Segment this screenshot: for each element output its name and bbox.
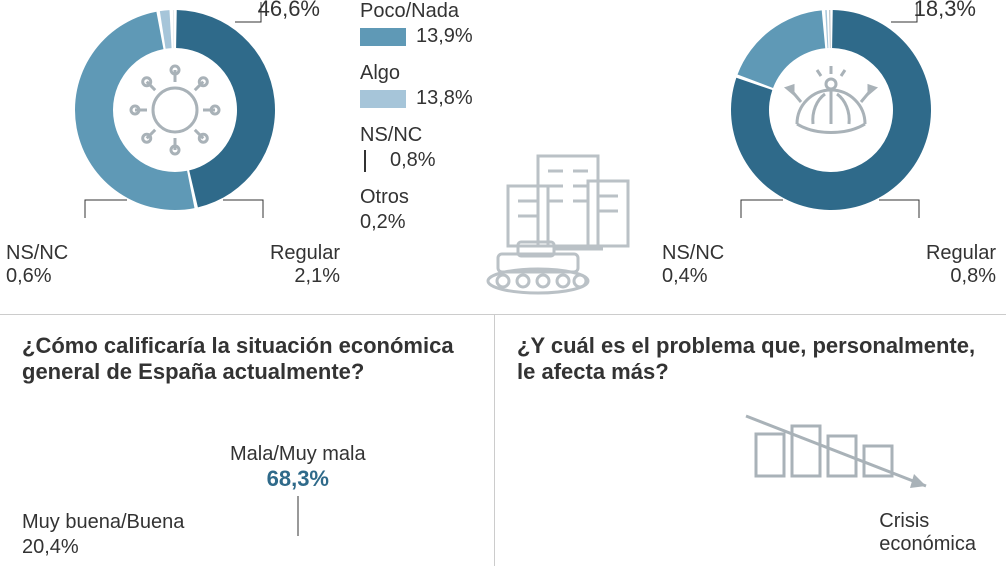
legend-swatch-line: 13,9% xyxy=(360,25,646,48)
donut-left-regular-value: 2,1% xyxy=(294,265,340,287)
legend-value: 13,8% xyxy=(416,87,473,110)
legend-swatch-line: 13,8% xyxy=(360,87,646,110)
question-left-text: ¿Cómo calificaría la situación económica… xyxy=(22,333,472,385)
panel-legend: Poco/Nada13,9%Algo13,8%NS/NC0,8%Otros0,2… xyxy=(350,0,656,314)
crisis-label-line2: económica xyxy=(879,533,976,555)
answer-second-value: 20,4% xyxy=(22,536,79,558)
top-row: 46,6% NS/NC 0,6% Regular 2,1% Poco/Nada1… xyxy=(0,0,1006,315)
answer-second-label: Muy buena/Buena xyxy=(22,511,184,533)
question-right-text: ¿Y cuál es el problema que, personalment… xyxy=(517,333,984,385)
donut-left-regular-label: Regular xyxy=(270,242,340,264)
answer-second-left: Muy buena/Buena 20,4% xyxy=(22,510,184,560)
bottom-row: ¿Cómo calificaría la situación económica… xyxy=(0,315,1006,566)
legend-label: NS/NC xyxy=(360,124,646,147)
legend-value: 0,2% xyxy=(360,211,406,234)
donut-right-nsnc-label: NS/NC xyxy=(662,242,724,264)
legend-value: 13,9% xyxy=(416,25,473,48)
donut-right-nsnc-value: 0,4% xyxy=(662,265,708,287)
panel-donut-left: 46,6% NS/NC 0,6% Regular 2,1% xyxy=(0,0,350,314)
crisis-label-line1: Crisis xyxy=(879,510,929,532)
crisis-label: Crisis económica xyxy=(879,510,976,556)
donut-left-nsnc-value: 0,6% xyxy=(6,265,52,287)
legend-tick xyxy=(364,150,366,172)
answer-main-value: 68,3% xyxy=(230,466,366,492)
legend-item: Algo13,8% xyxy=(360,62,646,110)
panel-donut-right: 18,3% NS/NC 0,4% Regular 0,8% xyxy=(656,0,1006,314)
crisis-graphic: Crisis económica xyxy=(716,406,976,556)
war-building-icon xyxy=(468,146,648,296)
panel-question-left: ¿Cómo calificaría la situación económica… xyxy=(0,315,495,566)
donut-left-nsnc: NS/NC 0,6% xyxy=(6,242,68,288)
answer-main-left: Mala/Muy mala 68,3% xyxy=(230,443,366,536)
legend-item: Poco/Nada13,9% xyxy=(360,0,646,48)
donut-left-regular: Regular 2,1% xyxy=(270,242,340,288)
donut-left-nsnc-label: NS/NC xyxy=(6,242,68,264)
donut-right-regular-value: 0,8% xyxy=(950,265,996,287)
legend-label: Algo xyxy=(360,62,646,85)
panel-question-right: ¿Y cuál es el problema que, personalment… xyxy=(495,315,1006,566)
legend-swatch xyxy=(360,28,406,46)
answer-main-label: Mala/Muy mala xyxy=(230,443,366,466)
donut-right-nsnc: NS/NC 0,4% xyxy=(662,242,724,288)
legend-swatch xyxy=(360,90,406,108)
legend-label: Poco/Nada xyxy=(360,0,646,23)
donut-right-regular: Regular 0,8% xyxy=(926,242,996,288)
donut-right-regular-label: Regular xyxy=(926,242,996,264)
legend-value: 0,8% xyxy=(390,149,436,172)
donut-left xyxy=(65,0,285,220)
donut-right xyxy=(721,0,941,220)
